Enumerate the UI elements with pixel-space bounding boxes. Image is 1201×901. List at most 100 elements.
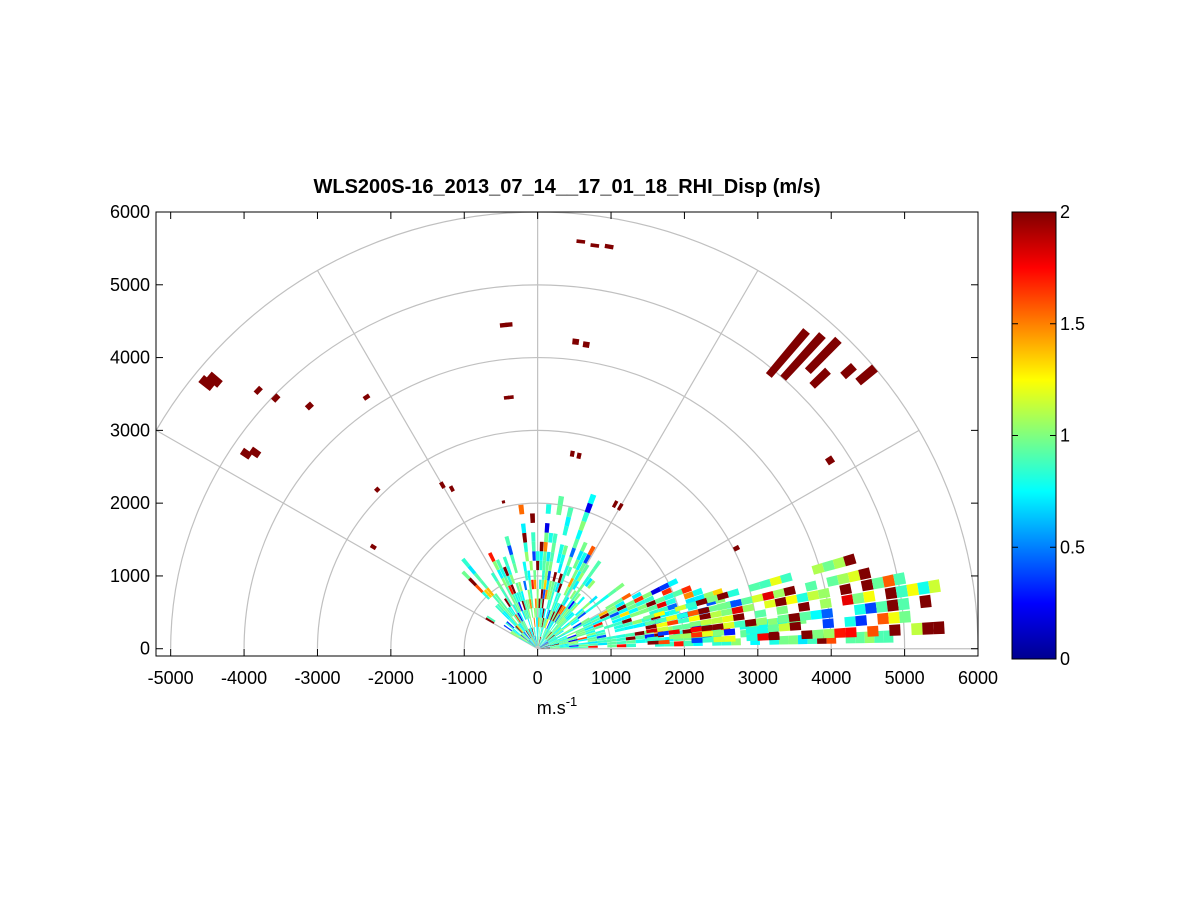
heat-cell (527, 618, 532, 628)
heat-cell (560, 607, 568, 616)
heat-cell (508, 585, 514, 595)
heat-cell (552, 625, 560, 633)
heat-cell (577, 611, 587, 620)
heat-cell (543, 618, 548, 628)
heat-cell (534, 598, 537, 608)
heat-cell (522, 621, 528, 630)
heat-cell (591, 617, 601, 624)
heat-cell (536, 560, 540, 571)
heat-cell (585, 627, 595, 633)
heat-cell (642, 591, 653, 600)
heat-cell (557, 495, 565, 506)
heat-cell (495, 605, 504, 614)
heat-cell (496, 569, 504, 579)
heat-cell (669, 634, 681, 640)
heat-cell (540, 627, 544, 637)
heat-cell (614, 627, 625, 633)
heat-cell (622, 621, 633, 628)
heat-cell (485, 617, 495, 624)
heat-cell (578, 646, 589, 648)
heat-cell (778, 635, 789, 645)
heat-cell (560, 574, 566, 585)
heat-cell (867, 625, 879, 637)
heat-cell (533, 637, 537, 646)
heat-cell (549, 641, 559, 645)
heat-cell (547, 635, 556, 642)
heat-cell (596, 632, 606, 637)
x-axis-label: m.s-1 (537, 694, 578, 718)
heat-cell (768, 632, 780, 641)
heat-cell (572, 580, 580, 590)
heat-cell (520, 634, 529, 641)
heat-cell (688, 615, 701, 622)
heat-cell (518, 637, 527, 643)
heat-cell (539, 638, 545, 647)
heat-cell (527, 641, 536, 648)
heat-cell (530, 627, 535, 637)
heat-cell (578, 642, 589, 645)
heat-cell (834, 627, 846, 638)
heat-cell (563, 586, 570, 596)
heat-cell (804, 580, 818, 592)
heat-cell (543, 618, 547, 628)
heat-cell (588, 645, 598, 648)
heat-cell (538, 608, 540, 618)
heat-cell (533, 579, 537, 590)
heat-cell (529, 628, 534, 638)
heat-cell (555, 593, 562, 603)
y-tick-label: 1000 (110, 566, 150, 586)
heat-cell (722, 614, 734, 623)
heat-cell (656, 621, 668, 628)
heat-cell (539, 639, 547, 647)
heat-cell (527, 629, 533, 638)
heat-cell (569, 646, 579, 649)
heat-cell (546, 589, 551, 600)
heat-segment-18 (855, 364, 878, 386)
heat-cell (592, 600, 602, 608)
heat-cell (860, 578, 874, 592)
heat-cell (801, 630, 813, 640)
heat-cell (889, 624, 901, 636)
heat-cell (479, 579, 489, 589)
heat-cell (547, 620, 553, 630)
heat-segment-7 (503, 395, 510, 400)
heat-cell (537, 626, 538, 637)
heat-cell (581, 511, 590, 523)
heat-cell (538, 617, 540, 627)
heat-cell (626, 643, 636, 648)
heat-cell (539, 608, 542, 618)
x-axis-label-superscript: -1 (566, 694, 578, 709)
heat-cell (549, 640, 559, 645)
heat-cell (625, 632, 636, 638)
heat-cell (569, 602, 577, 611)
heat-cell (746, 633, 758, 642)
heat-cell (635, 639, 646, 644)
heat-cell (550, 646, 560, 648)
heat-cell (877, 612, 889, 625)
heat-segment-4 (505, 322, 513, 328)
heat-cell (540, 648, 551, 649)
heat-cell (500, 600, 508, 610)
heat-cell (547, 634, 555, 641)
heat-cell (586, 634, 597, 639)
heat-cell (599, 594, 610, 603)
heat-cell (548, 532, 554, 543)
heat-cell (577, 636, 588, 641)
heat-cell (647, 604, 658, 612)
heat-cell (510, 632, 519, 638)
heat-cell (863, 590, 876, 603)
heat-cell (788, 635, 799, 645)
heat-cell (587, 641, 598, 644)
heat-cell (509, 554, 516, 565)
heat-cell (616, 637, 627, 642)
heat-cell (506, 608, 514, 617)
heat-cell (621, 617, 632, 624)
heat-cell (537, 636, 539, 646)
heat-segment-33 (501, 500, 506, 504)
heat-cell (546, 620, 552, 629)
heat-cell (507, 545, 514, 556)
x-tick-label: -1000 (441, 668, 487, 688)
heat-cell (544, 630, 550, 639)
heat-cell (633, 595, 644, 604)
heat-cell (608, 608, 618, 616)
